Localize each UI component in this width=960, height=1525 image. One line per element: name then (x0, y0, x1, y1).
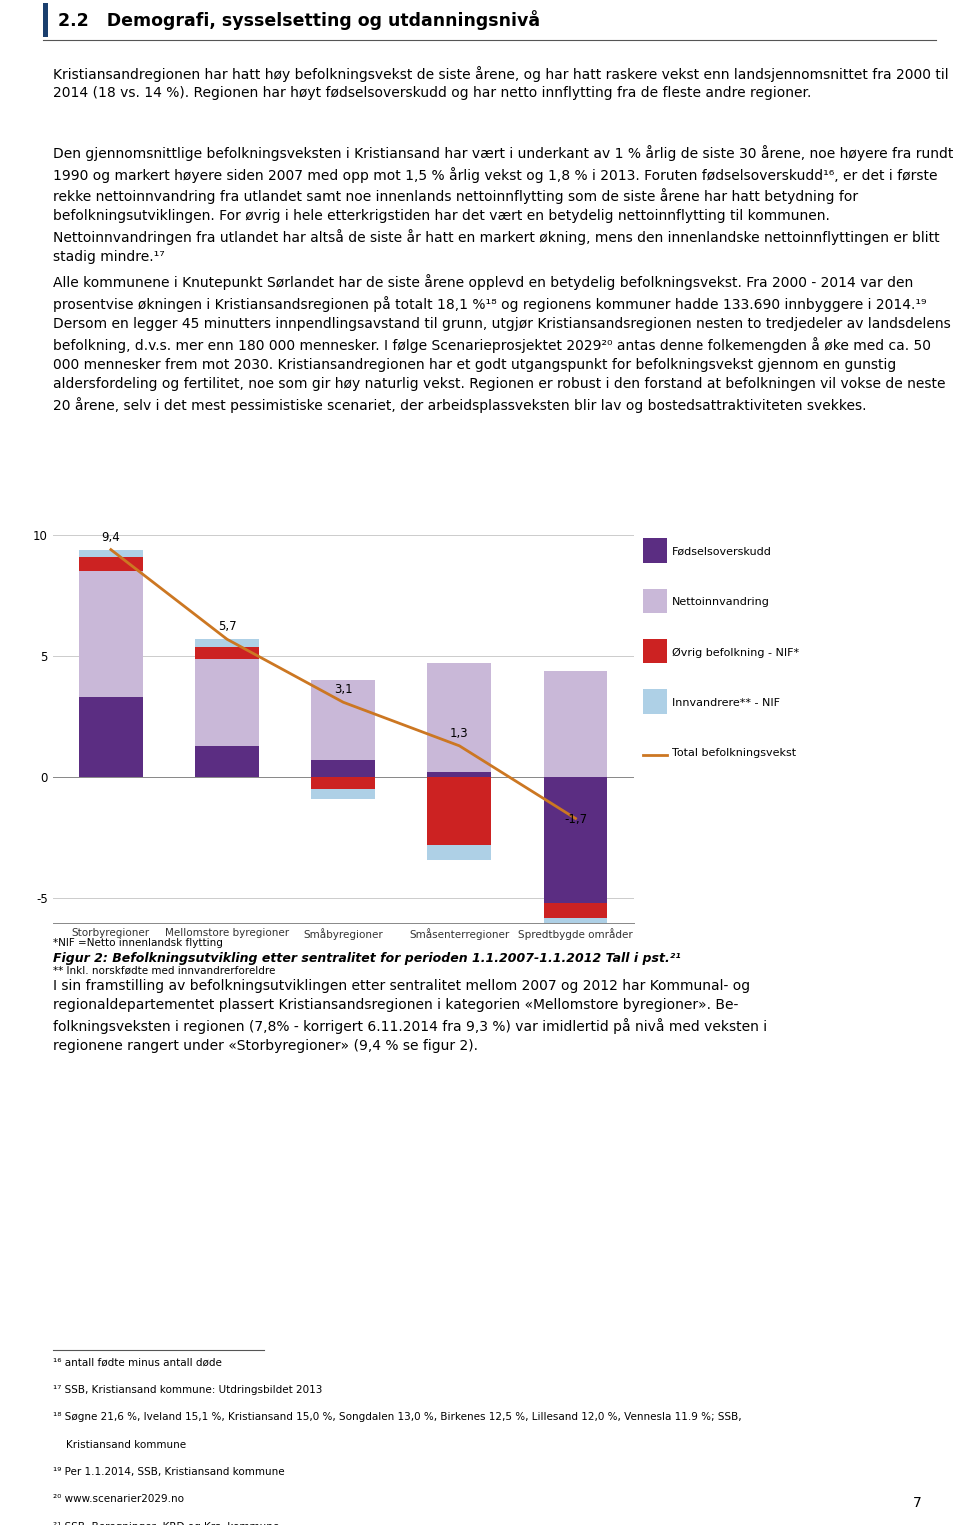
Bar (311, 680, 375, 761)
Text: Alle kommunene i Knutepunkt Sørlandet har de siste årene opplevd en betydelig be: Alle kommunene i Knutepunkt Sørlandet ha… (53, 274, 950, 413)
Text: 1,3: 1,3 (450, 727, 468, 740)
Text: ¹⁸ Søgne 21,6 %, Iveland 15,1 %, Kristiansand 15,0 %, Songdalen 13,0 %, Birkenes: ¹⁸ Søgne 21,6 %, Iveland 15,1 %, Kristia… (53, 1412, 741, 1423)
Text: -1,7: -1,7 (564, 813, 588, 825)
Bar (311, 778, 375, 790)
Text: Øvrig befolkning - NIF*: Øvrig befolkning - NIF* (672, 648, 799, 657)
Text: ¹⁹ Per 1.1.2014, SSB, Kristiansand kommune: ¹⁹ Per 1.1.2014, SSB, Kristiansand kommu… (53, 1467, 284, 1478)
Text: Kristiansand kommune: Kristiansand kommune (53, 1440, 186, 1450)
Text: Total befolkningsvekst: Total befolkningsvekst (672, 749, 796, 758)
Bar (311, 761, 375, 778)
Bar (427, 773, 492, 778)
Bar (79, 697, 143, 778)
Bar (543, 918, 608, 926)
Bar (195, 659, 259, 746)
Bar (427, 663, 492, 773)
Text: I sin framstilling av befolkningsutviklingen etter sentralitet mellom 2007 og 20: I sin framstilling av befolkningsutvikli… (53, 979, 767, 1052)
Text: Figur 2: Befolkningsutvikling etter sentralitet for perioden 1.1.2007-1.1.2012 T: Figur 2: Befolkningsutvikling etter sent… (53, 952, 681, 965)
Bar (543, 903, 608, 918)
Bar (79, 557, 143, 572)
Text: 5,7: 5,7 (218, 621, 236, 633)
Text: Nettoinnvandring: Nettoinnvandring (672, 598, 770, 607)
Text: Innvandrere** - NIF: Innvandrere** - NIF (672, 698, 780, 708)
Text: 3,1: 3,1 (334, 683, 352, 695)
Bar (543, 671, 608, 778)
Bar (195, 647, 259, 659)
Text: Kristiansandregionen har hatt høy befolkningsvekst de siste årene, og har hatt r: Kristiansandregionen har hatt høy befolk… (53, 66, 948, 101)
Text: ¹⁷ SSB, Kristiansand kommune: Utdringsbildet 2013: ¹⁷ SSB, Kristiansand kommune: Utdringsbi… (53, 1385, 323, 1395)
Text: *NIF =Netto innenlandsk flytting: *NIF =Netto innenlandsk flytting (53, 938, 223, 949)
Bar (79, 572, 143, 697)
Text: ²⁰ www.scenarier2029.no: ²⁰ www.scenarier2029.no (53, 1494, 183, 1505)
Text: Den gjennomsnittlige befolkningsveksten i Kristiansand har vært i underkant av 1: Den gjennomsnittlige befolkningsveksten … (53, 145, 953, 264)
Text: ¹⁶ antall fødte minus antall døde: ¹⁶ antall fødte minus antall døde (53, 1357, 222, 1368)
Text: 7: 7 (913, 1496, 922, 1510)
Bar (79, 549, 143, 557)
Text: ** Inkl. norskfødte med innvandrerforeldre: ** Inkl. norskfødte med innvandrerforeld… (53, 965, 276, 976)
Bar (195, 639, 259, 647)
Text: 2.2   Demografi, sysselsetting og utdanningsnivå: 2.2 Demografi, sysselsetting og utdannin… (58, 9, 540, 30)
Text: 9,4: 9,4 (102, 531, 120, 543)
Bar (543, 778, 608, 903)
Text: Fødselsoverskudd: Fødselsoverskudd (672, 547, 772, 557)
Bar (427, 845, 492, 860)
Bar (311, 790, 375, 799)
Bar (195, 746, 259, 778)
Text: ²¹ SSB. Beregninger: KRD og Krs. kommune: ²¹ SSB. Beregninger: KRD og Krs. kommune (53, 1522, 279, 1525)
Bar (427, 778, 492, 845)
